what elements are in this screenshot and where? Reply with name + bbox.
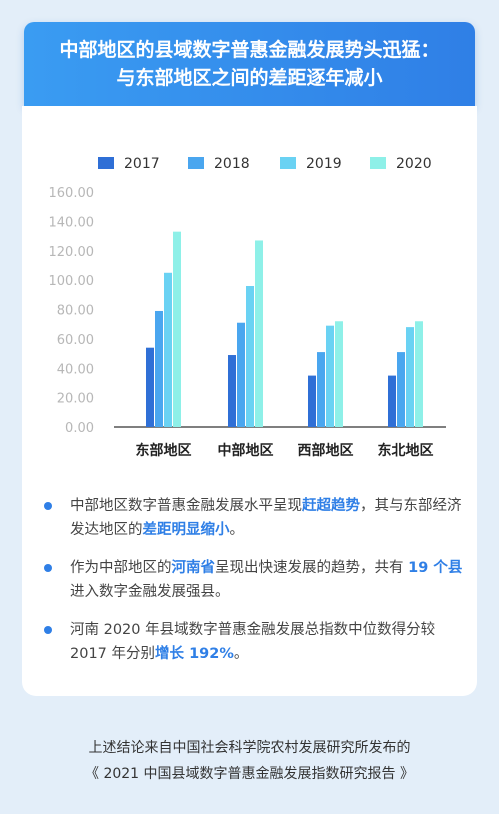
bullet-text: 。 xyxy=(233,646,249,662)
bar-东北地区-2018 xyxy=(397,352,405,427)
category-label: 中部地区 xyxy=(218,442,274,459)
bullet-text: 作为中部地区的 xyxy=(70,560,172,576)
bar-西部地区-2018 xyxy=(317,352,325,427)
bar-东部地区-2018 xyxy=(155,310,163,427)
highlight-text: 差距明显缩小 xyxy=(142,522,230,538)
bullet-text: 河南 2020 年县域数字普惠金融发展总指数中位数得分较 2017 年分别 xyxy=(70,622,436,662)
legend-swatch-2019 xyxy=(280,157,296,169)
bullet-dot-icon xyxy=(44,564,52,572)
title-banner: 中部地区的县域数字普惠金融发展势头迅猛： 与东部地区之间的差距逐年减小 xyxy=(24,22,475,106)
highlight-text: 河南省 xyxy=(171,560,216,576)
category-label: 东部地区 xyxy=(136,442,192,459)
y-tick-label: 80.00 xyxy=(57,304,94,319)
legend-label-2019: 2019 xyxy=(306,156,342,172)
bar-中部地区-2019 xyxy=(246,286,254,427)
y-tick-label: 160.00 xyxy=(49,186,95,201)
bullet-text: 呈现出快速发展的趋势，共有 xyxy=(215,560,409,576)
title-line-1: 中部地区的县域数字普惠金融发展势头迅猛： xyxy=(59,39,440,61)
legend-label-2017: 2017 xyxy=(124,156,160,172)
footer-line-1: 上述结论来自中国社会科学院农村发展研究所发布的 xyxy=(88,740,411,756)
bullet-text: ，其与东部经济发达地区的 xyxy=(70,498,462,538)
category-label: 东北地区 xyxy=(378,442,434,459)
legend-swatch-2017 xyxy=(98,157,114,169)
bar-西部地区-2019 xyxy=(326,325,334,427)
legend-swatch-2018 xyxy=(188,157,204,169)
y-tick-label: 140.00 xyxy=(49,215,95,230)
legend-label-2018: 2018 xyxy=(214,156,250,172)
bar-东北地区-2020 xyxy=(415,321,423,427)
category-label: 西部地区 xyxy=(298,442,354,459)
legend-label-2020: 2020 xyxy=(396,156,432,172)
bullet-text: 中部地区数字普惠金融发展水平呈现 xyxy=(70,498,302,514)
footer-line-2: 《 2021 中国县域数字普惠金融发展指数研究报告 》 xyxy=(85,766,414,782)
y-tick-label: 100.00 xyxy=(49,274,95,289)
highlight-text: 19 个县 xyxy=(408,560,463,576)
bullet-item: 中部地区数字普惠金融发展水平呈现赶超趋势，其与东部经济发达地区的差距明显缩小。 xyxy=(40,494,465,542)
bullet-list: 中部地区数字普惠金融发展水平呈现赶超趋势，其与东部经济发达地区的差距明显缩小。作… xyxy=(40,494,465,680)
bar-东部地区-2017 xyxy=(146,347,154,427)
legend-swatch-2020 xyxy=(370,157,386,169)
bullet-item: 作为中部地区的河南省呈现出快速发展的趋势，共有 19 个县进入数字金融发展强县。 xyxy=(40,556,465,604)
y-tick-label: 0.00 xyxy=(65,421,94,436)
bar-东北地区-2017 xyxy=(388,375,396,427)
highlight-text: 赶超趋势 xyxy=(302,498,360,514)
bar-东北地区-2019 xyxy=(406,327,414,427)
bullet-dot-icon xyxy=(44,626,52,634)
bullet-dot-icon xyxy=(44,502,52,510)
highlight-text: 增长 192% xyxy=(155,646,234,662)
bullet-text: 进入数字金融发展强县。 xyxy=(70,584,230,600)
bar-中部地区-2018 xyxy=(237,322,245,427)
title-line-2: 与东部地区之间的差距逐年减小 xyxy=(116,67,383,89)
bullet-text: 。 xyxy=(229,522,245,538)
bullet-item: 河南 2020 年县域数字普惠金融发展总指数中位数得分较 2017 年分别增长 … xyxy=(40,618,465,666)
bar-中部地区-2020 xyxy=(255,240,263,427)
source-footer: 上述结论来自中国社会科学院农村发展研究所发布的 《 2021 中国县域数字普惠金… xyxy=(0,735,499,787)
y-tick-label: 40.00 xyxy=(57,362,94,377)
y-tick-label: 20.00 xyxy=(57,392,94,407)
bar-东部地区-2019 xyxy=(164,272,172,427)
bar-西部地区-2020 xyxy=(335,321,343,427)
y-tick-label: 60.00 xyxy=(57,333,94,348)
bar-chart: 2017 2018 2019 2020 0.00 20.00 40.00 60.00 80.00… xyxy=(49,156,446,459)
bar-西部地区-2017 xyxy=(308,375,316,427)
bar-东部地区-2020 xyxy=(173,231,181,427)
bar-中部地区-2017 xyxy=(228,355,236,427)
content-card: 2017 2018 2019 2020 0.00 20.00 40.00 60.00 80.00… xyxy=(22,106,477,696)
y-tick-label: 120.00 xyxy=(49,245,95,260)
